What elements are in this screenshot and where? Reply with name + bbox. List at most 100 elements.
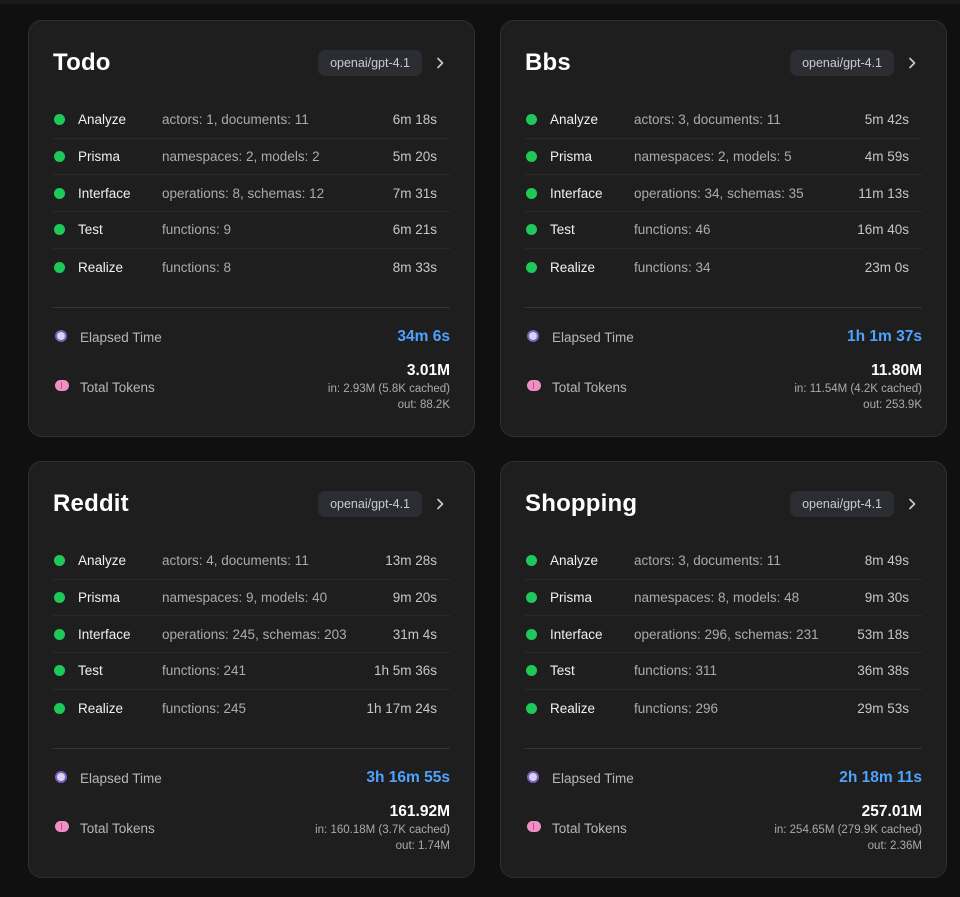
divider xyxy=(53,748,450,749)
phase-row-interface: Interface operations: 245, schemas: 203 … xyxy=(53,616,450,654)
phase-name: Test xyxy=(550,663,575,679)
phase-info: actors: 1, documents: 11 xyxy=(162,112,309,128)
phase-info: actors: 3, documents: 11 xyxy=(634,553,781,569)
phase-row-realize: Realize functions: 34 23m 0s xyxy=(525,249,922,286)
tokens-out: out: 2.36M xyxy=(867,840,922,852)
tokens-in: in: 2.93M (5.8K cached) xyxy=(327,383,450,395)
status-dot-icon xyxy=(526,187,537,199)
phase-row-interface: Interface operations: 34, schemas: 35 11… xyxy=(525,175,922,213)
card-title: Todo xyxy=(53,49,111,76)
phase-list: Analyze actors: 3, documents: 11 8m 49s … xyxy=(525,543,922,726)
phase-name: Analyze xyxy=(78,112,127,128)
phase-name: Analyze xyxy=(78,553,127,569)
status-dot-icon xyxy=(54,224,65,236)
elapsed-time-value: 2h 18m 11s xyxy=(839,769,922,786)
phase-info: operations: 34, schemas: 35 xyxy=(634,185,804,201)
phase-time: 53m 18s xyxy=(857,626,909,642)
total-tokens-row: Total Tokens 257.01M in: 254.65M (279.9K… xyxy=(525,800,922,856)
phase-info: functions: 296 xyxy=(634,700,719,716)
tokens-total: 257.01M xyxy=(861,803,922,820)
elapsed-time-label: Elapsed Time xyxy=(552,770,634,786)
card-title: Reddit xyxy=(53,490,129,517)
phase-name: Analyze xyxy=(550,553,599,569)
phase-row-interface: Interface operations: 8, schemas: 12 7m … xyxy=(53,175,450,213)
top-bar xyxy=(0,0,960,4)
phase-time: 23m 0s xyxy=(864,259,909,275)
elapsed-time-value: 34m 6s xyxy=(397,328,450,345)
total-tokens-row: Total Tokens 11.80M in: 11.54M (4.2K cac… xyxy=(525,359,922,415)
status-dot-icon xyxy=(54,555,65,567)
chevron-right-icon[interactable] xyxy=(430,53,450,73)
phase-info: namespaces: 2, models: 5 xyxy=(634,149,792,165)
phase-name: Analyze xyxy=(550,112,599,128)
phase-time: 36m 38s xyxy=(857,663,909,679)
phase-info: functions: 241 xyxy=(162,663,247,679)
elapsed-time-row: Elapsed Time 34m 6s xyxy=(53,325,450,349)
phase-name: Interface xyxy=(550,185,603,201)
status-dot-icon xyxy=(54,665,65,677)
card-header: Shopping openai/gpt-4.1 xyxy=(525,488,922,520)
alarm-clock-icon xyxy=(527,329,547,345)
status-dot-icon xyxy=(526,665,537,677)
chevron-right-icon[interactable] xyxy=(430,494,450,514)
phase-time: 7m 31s xyxy=(392,185,437,201)
tokens-block: 11.80M in: 11.54M (4.2K cached) out: 253… xyxy=(794,361,922,413)
status-dot-icon xyxy=(526,555,537,567)
chevron-right-icon[interactable] xyxy=(902,494,922,514)
phase-row-prisma: Prisma namespaces: 2, models: 5 4m 59s xyxy=(525,139,922,176)
phase-name: Test xyxy=(78,222,103,238)
phase-row-analyze: Analyze actors: 3, documents: 11 8m 49s xyxy=(525,543,922,580)
phase-row-analyze: Analyze actors: 4, documents: 11 13m 28s xyxy=(53,543,450,580)
phase-info: operations: 296, schemas: 231 xyxy=(634,626,819,642)
phase-time: 1h 5m 36s xyxy=(373,663,437,679)
total-tokens-label: Total Tokens xyxy=(80,820,155,836)
phase-list: Analyze actors: 3, documents: 11 5m 42s … xyxy=(525,102,922,285)
phase-name: Interface xyxy=(78,626,131,642)
alarm-clock-icon xyxy=(527,770,547,786)
chevron-right-icon[interactable] xyxy=(902,53,922,73)
tokens-out: out: 253.9K xyxy=(863,399,922,411)
project-card-reddit: Reddit openai/gpt-4.1 Analyze actors: 4,… xyxy=(28,461,475,878)
phase-name: Prisma xyxy=(550,590,593,606)
phase-info: functions: 311 xyxy=(634,663,718,679)
phase-time: 4m 59s xyxy=(864,149,909,165)
project-card-shopping: Shopping openai/gpt-4.1 Analyze actors: … xyxy=(500,461,947,878)
status-dot-icon xyxy=(54,187,65,199)
model-badge: openai/gpt-4.1 xyxy=(318,491,422,517)
status-dot-icon xyxy=(526,224,537,236)
brain-icon xyxy=(55,821,75,835)
phase-time: 5m 42s xyxy=(864,112,909,128)
card-header: Reddit openai/gpt-4.1 xyxy=(53,488,450,520)
status-dot-icon xyxy=(54,628,65,640)
phase-info: functions: 46 xyxy=(634,222,711,238)
phase-name: Test xyxy=(550,222,575,238)
phase-time: 13m 28s xyxy=(385,553,437,569)
elapsed-time-value: 1h 1m 37s xyxy=(847,328,922,345)
alarm-clock-icon xyxy=(55,329,75,345)
phase-name: Realize xyxy=(550,700,596,716)
phase-info: functions: 34 xyxy=(634,259,711,275)
status-dot-icon xyxy=(54,702,65,714)
brain-icon xyxy=(55,380,75,394)
brain-icon xyxy=(527,380,547,394)
phase-row-realize: Realize functions: 245 1h 17m 24s xyxy=(53,690,450,727)
elapsed-time-value: 3h 16m 55s xyxy=(366,769,450,786)
model-badge: openai/gpt-4.1 xyxy=(790,491,894,517)
tokens-total: 11.80M xyxy=(871,362,922,379)
phase-name: Prisma xyxy=(550,149,593,165)
status-dot-icon xyxy=(526,261,537,273)
phase-info: actors: 3, documents: 11 xyxy=(634,112,781,128)
phase-row-analyze: Analyze actors: 1, documents: 11 6m 18s xyxy=(53,102,450,139)
phase-row-test: Test functions: 46 16m 40s xyxy=(525,212,922,249)
elapsed-time-label: Elapsed Time xyxy=(552,329,634,345)
status-dot-icon xyxy=(54,261,65,273)
status-dot-icon xyxy=(526,151,537,163)
phase-time: 8m 33s xyxy=(392,259,437,275)
phase-name: Prisma xyxy=(78,149,121,165)
card-header: Bbs openai/gpt-4.1 xyxy=(525,47,922,79)
phase-list: Analyze actors: 1, documents: 11 6m 18s … xyxy=(53,102,450,285)
model-badge: openai/gpt-4.1 xyxy=(318,50,422,76)
phase-time: 31m 4s xyxy=(392,626,437,642)
divider xyxy=(525,307,922,308)
phase-row-prisma: Prisma namespaces: 8, models: 48 9m 30s xyxy=(525,580,922,617)
